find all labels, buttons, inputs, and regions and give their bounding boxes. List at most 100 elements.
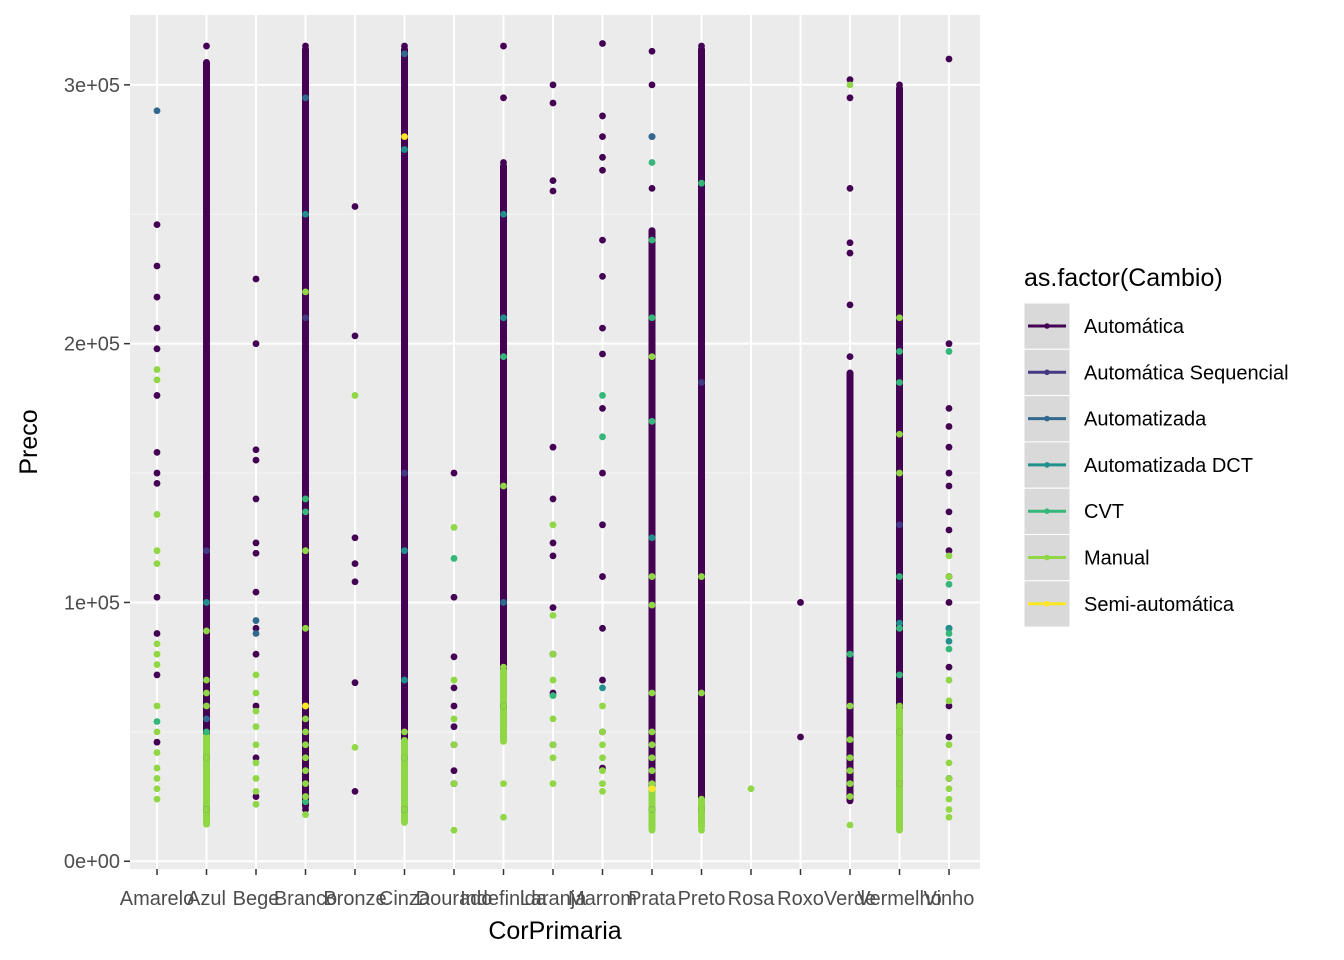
data-point-cvt <box>945 580 953 588</box>
data-point-automatica <box>896 159 903 166</box>
data-point-automatica <box>549 187 557 195</box>
data-point-manual <box>500 728 507 736</box>
data-point-automatica <box>401 702 408 710</box>
data-point-manual <box>203 702 210 710</box>
data-point-automatica <box>302 650 309 658</box>
data-point-manual <box>252 723 260 731</box>
data-point-automatica <box>698 81 705 89</box>
data-point-automatica <box>401 599 408 606</box>
data-point-automatica <box>846 94 854 102</box>
data-point-manual <box>599 741 606 749</box>
data-point-cvt <box>896 573 903 580</box>
data-point-automatizada <box>648 133 656 141</box>
data-point-cvt <box>302 798 309 806</box>
data-point-manual <box>549 611 557 619</box>
data-point-automatica <box>549 177 557 185</box>
data-point-semi-automatica <box>648 785 656 793</box>
data-point-manual <box>846 702 854 710</box>
data-point-manual <box>401 793 408 800</box>
data-point-automatica <box>549 552 557 560</box>
data-point-manual <box>846 821 854 829</box>
data-point-manual <box>896 767 903 775</box>
x-tick-label: Marrom <box>568 888 637 910</box>
data-point-semi-automatica <box>302 702 309 710</box>
data-point-manual <box>401 819 408 826</box>
data-point-automatica <box>401 42 408 50</box>
data-point-manual <box>648 826 656 834</box>
data-point-automatica <box>302 806 309 813</box>
data-point-automatica <box>252 446 260 454</box>
data-point-automatica <box>549 81 557 89</box>
data-point-manual <box>945 813 953 821</box>
data-point-manual <box>599 767 606 775</box>
data-point-manual <box>153 764 161 772</box>
x-tick-label: Rosa <box>728 888 776 910</box>
data-point-manual <box>450 715 458 723</box>
data-point-automatica <box>846 76 854 84</box>
legend-key-point <box>1044 415 1050 422</box>
data-point-automatizada <box>252 617 260 624</box>
data-point-manual <box>846 767 854 775</box>
data-point-cvt <box>945 645 953 653</box>
data-point-manual <box>153 795 161 803</box>
data-point-manual <box>203 754 210 762</box>
data-point-cvt <box>599 392 606 399</box>
data-point-cvt <box>945 348 953 355</box>
data-point-automatica <box>648 81 656 89</box>
data-point-automatizada <box>500 599 507 606</box>
data-point-manual <box>648 819 656 826</box>
data-point-cvt <box>648 236 656 244</box>
data-point-automatica <box>599 350 606 358</box>
data-point-automatica-sequencial <box>302 314 309 322</box>
data-point-manual <box>599 728 606 736</box>
data-point-manual <box>698 573 705 580</box>
x-tick-label: Laranja <box>520 888 588 910</box>
legend-key-point <box>1044 508 1050 514</box>
data-point-automatica <box>846 249 854 257</box>
data-point-automatica <box>450 767 458 775</box>
data-point-manual <box>401 780 408 787</box>
data-point-automatica <box>450 723 458 731</box>
data-point-manual <box>153 775 161 782</box>
data-point-automatica <box>549 443 557 451</box>
data-point-automatica <box>797 733 804 741</box>
data-point-manual <box>500 715 507 723</box>
data-point-manual <box>599 754 606 762</box>
data-point-automatica <box>599 166 606 174</box>
data-point-manual <box>846 793 854 800</box>
data-point-manual <box>896 728 903 736</box>
data-point-manual <box>549 650 557 658</box>
data-point-manual <box>896 754 903 762</box>
data-point-automatica <box>203 340 210 348</box>
data-point-manual <box>153 560 161 568</box>
dense-point-band <box>846 369 854 805</box>
data-point-manual <box>648 780 656 787</box>
panel-background <box>130 15 980 869</box>
data-point-automatica <box>698 702 705 710</box>
legend-key-point <box>1044 462 1050 468</box>
data-point-automatica <box>698 495 705 503</box>
data-point-manual <box>846 81 854 89</box>
data-point-automatizada <box>153 107 161 115</box>
data-point-automatizada-dct <box>945 624 953 632</box>
data-point-automatica <box>549 99 557 107</box>
data-point-automatica <box>252 793 260 800</box>
data-point-automatica <box>302 236 309 244</box>
data-point-automatica <box>401 340 408 348</box>
data-point-automatica <box>945 404 953 412</box>
dense-point-band <box>401 46 408 815</box>
data-point-automatica <box>896 81 903 89</box>
data-point-automatizada-dct <box>648 534 656 542</box>
data-point-manual <box>945 806 953 813</box>
data-point-automatica <box>153 671 161 679</box>
x-tick-label: Amarelo <box>120 888 194 910</box>
data-point-automatica <box>153 345 161 353</box>
data-point-automatica <box>500 469 507 477</box>
data-point-manual <box>302 767 309 775</box>
data-point-manual <box>698 826 705 834</box>
data-point-automatica <box>797 599 804 606</box>
data-point-manual <box>351 743 359 751</box>
data-point-manual <box>203 793 210 800</box>
